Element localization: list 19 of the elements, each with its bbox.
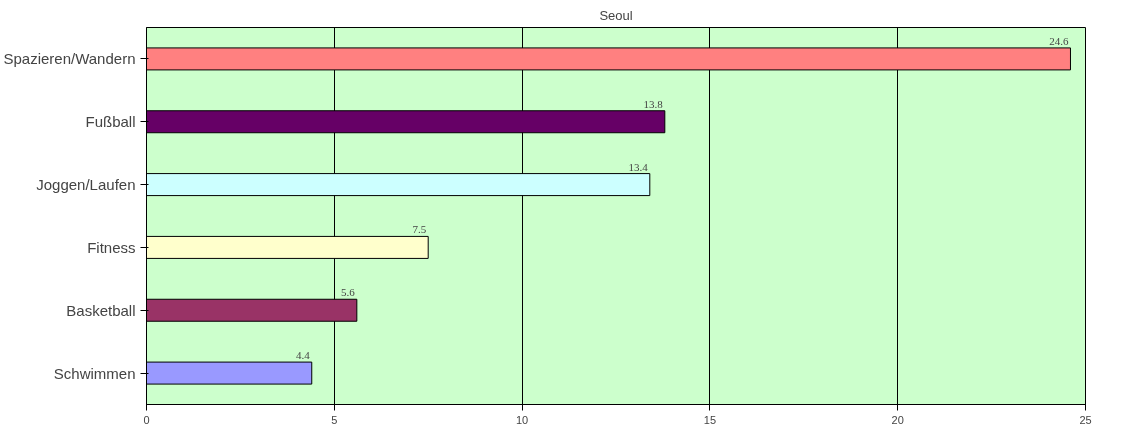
data-label: 5.6: [341, 286, 356, 299]
chart-title: Seoul: [599, 7, 633, 23]
y-tick-label: Fußball: [85, 113, 136, 131]
y-tick-label: Schwimmen: [53, 364, 136, 382]
x-tick-label: 10: [515, 413, 529, 426]
x-tick-label: 25: [1079, 413, 1092, 426]
x-tick-label: 5: [331, 413, 338, 426]
data-label: 13.4: [628, 160, 649, 173]
y-tick-label: Spazieren/Wandern: [3, 50, 136, 68]
data-label: 7.5: [412, 223, 427, 236]
data-label: 24.6: [1049, 34, 1069, 47]
y-tick-label: Basketball: [66, 301, 136, 319]
x-tick-label: 0: [143, 413, 150, 426]
data-label: 4.4: [296, 349, 311, 362]
y-tick-label: Joggen/Laufen: [36, 176, 136, 194]
y-tick-label: Fitness: [87, 238, 136, 256]
x-tick-label: 15: [703, 413, 717, 426]
x-tick-label: 20: [891, 413, 904, 426]
data-label: 13.8: [643, 97, 664, 110]
